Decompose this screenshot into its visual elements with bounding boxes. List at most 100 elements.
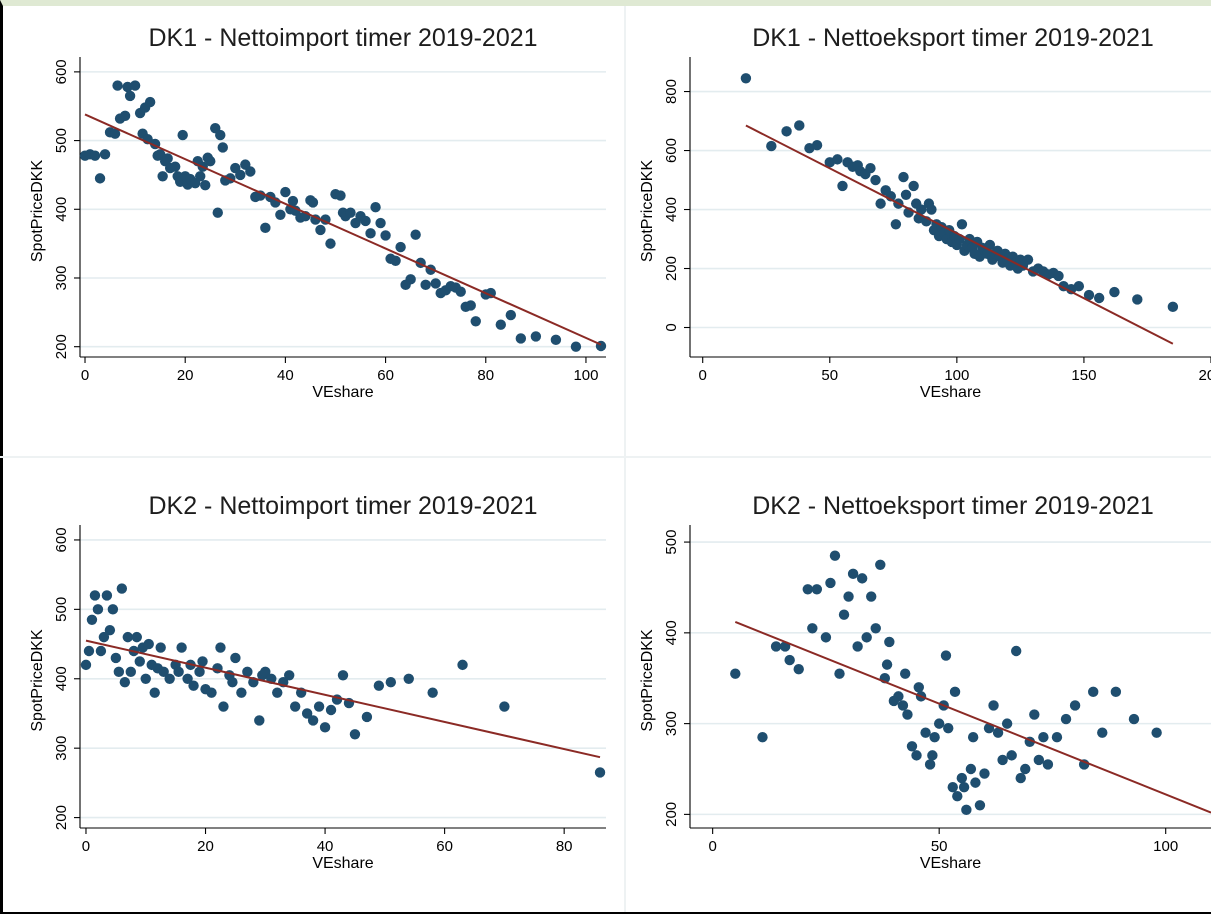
- data-point: [272, 687, 283, 698]
- data-point: [403, 673, 414, 684]
- data-point: [947, 781, 958, 793]
- data-point: [911, 750, 922, 761]
- data-point: [1073, 281, 1085, 292]
- data-point: [997, 754, 1008, 766]
- data-point: [550, 334, 562, 346]
- data-point: [98, 631, 110, 643]
- data-point: [325, 704, 337, 716]
- data-point: [242, 666, 253, 678]
- chart-panel-1: 200 300 400 500 600 0 20 40 60 80 100 VEshare SpotPr…: [29, 24, 607, 401]
- x-tick-label: 0: [708, 838, 716, 855]
- data-point: [280, 186, 291, 198]
- data-point: [952, 791, 963, 802]
- data-point: [104, 624, 116, 636]
- data-point: [781, 126, 792, 137]
- x-tick-label: 60: [377, 367, 394, 384]
- data-point: [218, 701, 229, 712]
- data-point: [881, 659, 893, 670]
- data-point: [301, 708, 313, 719]
- data-point: [811, 584, 823, 595]
- data-point: [920, 727, 931, 738]
- y-tick-label: 200: [53, 334, 70, 359]
- data-point: [92, 604, 104, 615]
- data-point: [373, 680, 385, 691]
- data-point: [1053, 270, 1064, 282]
- data-point: [124, 90, 136, 102]
- y-tick-label: 400: [663, 197, 680, 222]
- data-point: [933, 718, 945, 729]
- data-point: [206, 687, 217, 698]
- data-point: [740, 73, 752, 84]
- data-point: [913, 682, 924, 693]
- data-point: [315, 224, 326, 236]
- data-point: [89, 590, 101, 601]
- data-point: [455, 286, 466, 297]
- data-point: [134, 656, 145, 667]
- data-point: [164, 673, 175, 684]
- data-point: [1051, 732, 1063, 743]
- x-axis-label: VEshare: [312, 384, 373, 401]
- data-points: [740, 73, 1179, 313]
- x-axis-label: VEshare: [312, 855, 373, 872]
- data-point: [766, 140, 777, 152]
- y-axis-label: SpotPriceDKK: [29, 160, 46, 263]
- data-point: [205, 155, 216, 167]
- data-point: [1001, 718, 1013, 729]
- data-point: [1033, 754, 1045, 766]
- data-point: [988, 700, 999, 711]
- data-point: [162, 153, 173, 164]
- y-tick-label: 500: [53, 128, 70, 153]
- axes: [684, 57, 1211, 363]
- data-point: [1069, 700, 1081, 711]
- data-point: [113, 666, 125, 678]
- data-point: [1110, 686, 1122, 698]
- data-point: [837, 180, 848, 192]
- data-point: [125, 666, 137, 678]
- x-tick-label: 100: [573, 367, 598, 384]
- data-point: [897, 700, 909, 711]
- y-tick-label: 200: [53, 805, 70, 830]
- y-tick-label: 600: [53, 59, 70, 84]
- data-point: [289, 701, 301, 712]
- chart-panel-3: 200 300 400 500 600 0 20 40 60 80 VEshare SpotPrice…: [29, 492, 606, 872]
- data-point: [131, 631, 142, 643]
- data-point: [949, 686, 961, 698]
- data-point: [1097, 727, 1108, 738]
- data-point: [866, 591, 877, 602]
- data-point: [1060, 713, 1072, 725]
- data-point: [361, 711, 373, 723]
- data-point: [143, 638, 154, 650]
- data-point: [956, 219, 968, 230]
- data-point: [1151, 727, 1162, 738]
- data-point: [926, 204, 937, 215]
- data-point: [173, 666, 184, 678]
- data-point: [158, 666, 169, 678]
- data-point: [979, 768, 990, 779]
- y-tick-label: 800: [663, 79, 680, 104]
- data-point: [119, 110, 131, 122]
- chart-title: DK2 - Nettoimport timer 2019-2021: [148, 492, 537, 520]
- data-point: [1132, 294, 1143, 305]
- data-point: [530, 331, 542, 342]
- data-point: [898, 171, 909, 183]
- data-point: [319, 722, 331, 733]
- data-point: [902, 709, 913, 720]
- data-point: [337, 670, 349, 681]
- gridlines: [690, 90, 1211, 329]
- fit-line: [84, 113, 602, 346]
- data-point: [245, 166, 256, 177]
- data-point: [594, 767, 606, 778]
- data-point: [757, 732, 768, 743]
- data-point: [157, 171, 168, 182]
- data-point: [1010, 645, 1022, 657]
- data-point: [254, 715, 265, 726]
- data-point: [80, 659, 92, 671]
- x-tick-label: 20: [197, 838, 214, 855]
- data-point: [365, 228, 376, 239]
- data-point: [811, 140, 823, 151]
- y-tick-label: 500: [663, 530, 680, 555]
- data-point: [956, 772, 968, 784]
- data-point: [95, 645, 107, 657]
- data-point: [427, 687, 438, 698]
- y-axis-label: SpotPriceDKK: [639, 629, 656, 732]
